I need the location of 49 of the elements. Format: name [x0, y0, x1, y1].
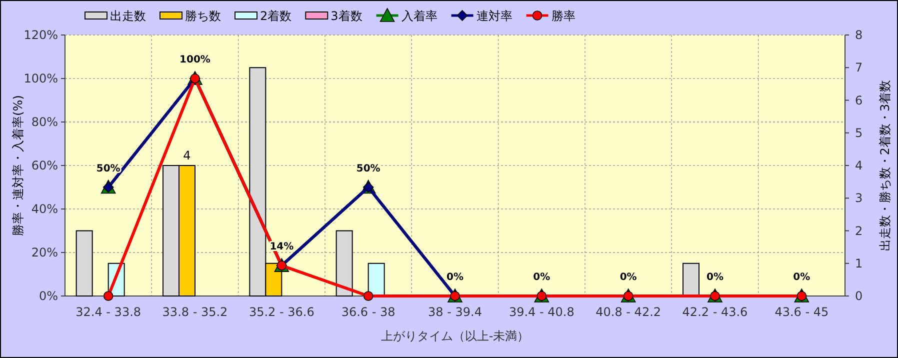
x-tick-label: 42.2 - 43.6	[682, 305, 748, 319]
y-tick-label: 20%	[31, 246, 58, 260]
bar	[682, 262, 700, 296]
data-label: 4	[183, 148, 191, 162]
data-label: 0%	[706, 272, 724, 283]
y-axis-title: 勝率・連対率・入着率(%)	[11, 95, 25, 236]
y2-tick-label: 3	[855, 191, 863, 206]
legend-label: 入着率	[401, 9, 438, 23]
y2-tick-label: 5	[855, 126, 863, 140]
legend-label: 3着数	[330, 9, 362, 23]
y2-axis-title: 出走数・勝ち数・2着数・3着数	[878, 80, 892, 252]
x-tick-label: 36.6 - 38	[341, 305, 396, 319]
y2-tick-label: 8	[855, 28, 863, 42]
y2-tick-label: 2	[855, 224, 863, 238]
point	[363, 291, 374, 301]
data-label: 0%	[533, 272, 550, 283]
legend-label: 連対率	[476, 9, 512, 23]
data-label: 0%	[793, 272, 810, 283]
x-axis-title: 上がりタイム（以上-未満）	[380, 329, 530, 343]
y2-tick-label: 4	[855, 158, 863, 172]
x-tick-label: 38 - 39.4	[428, 305, 482, 319]
x-tick-label: 35.2 - 36.6	[248, 305, 314, 319]
bar	[336, 230, 353, 296]
x-tick-label: 40.8 - 42.2	[596, 305, 662, 319]
y2-tick-label: 7	[855, 60, 863, 75]
data-label: 50%	[356, 163, 380, 174]
point	[103, 291, 114, 301]
y-tick-label: 80%	[31, 115, 58, 129]
y-tick-label: 60%	[31, 158, 58, 172]
y-tick-label: 0%	[38, 289, 58, 303]
y2-tick-label: 0	[855, 289, 863, 303]
legend-label: 勝ち数	[185, 9, 221, 23]
data-label: 0%	[446, 272, 464, 283]
x-tick-label: 39.4 - 40.8	[508, 305, 574, 319]
bar	[76, 230, 93, 296]
data-label: 100%	[180, 54, 210, 66]
y2-tick-label: 1	[855, 256, 863, 270]
data-label: 0%	[620, 272, 637, 283]
y2-tick-label: 6	[855, 93, 863, 108]
y-tick-label: 100%	[24, 72, 58, 86]
legend-label: 勝率	[551, 9, 576, 23]
x-tick-label: 43.6 - 45	[774, 305, 829, 319]
y-tick-label: 120%	[24, 28, 58, 42]
y-tick-label: 40%	[31, 202, 58, 216]
legend-label: 出走数	[110, 9, 146, 23]
x-tick-label: 32.4 - 33.8	[76, 305, 142, 319]
data-label: 50%	[96, 163, 120, 174]
x-tick-label: 33.8 - 35.2	[162, 305, 228, 319]
legend-label: 2着数	[260, 9, 292, 23]
